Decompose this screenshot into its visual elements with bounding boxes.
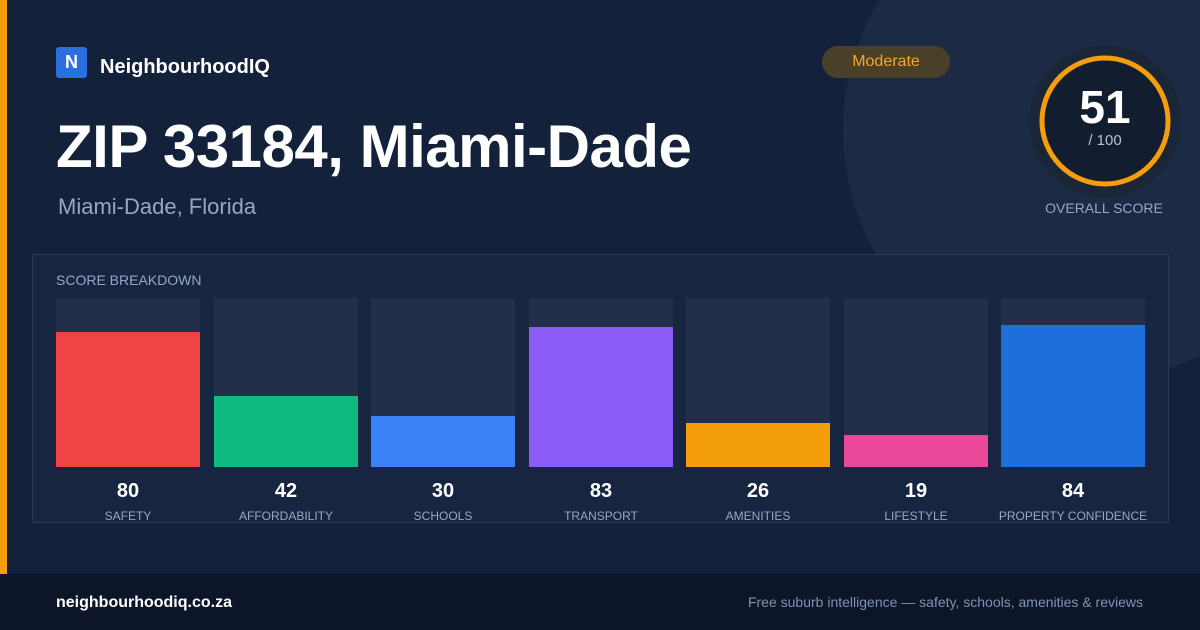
bar-value: 84 (1061, 480, 1085, 502)
footer: neighbourhoodiq.co.za Free suburb intell… (0, 574, 1200, 630)
bar-fill (214, 396, 358, 467)
bar-fill (529, 327, 673, 467)
bar-category-label: TRANSPORT (564, 509, 638, 523)
overall-score-max: / 100 (1088, 132, 1122, 149)
bar-category-label: SAFETY (104, 509, 152, 523)
brand-logo-icon: N (56, 47, 87, 78)
brand[interactable]: N NeighbourhoodIQ (56, 46, 270, 79)
bar-column: 80 SAFETY (56, 298, 200, 523)
bar-category-label: PROPERTY CONFIDENCE (998, 509, 1148, 523)
bar-column: 84 PROPERTY CONFIDENCE (999, 298, 1147, 523)
bar-fill (371, 416, 515, 467)
bar-value: 26 (746, 480, 770, 502)
bar-value: 30 (431, 480, 455, 502)
page-title: ZIP 33184, Miami-Dade (56, 113, 692, 180)
accent-bar (0, 0, 7, 574)
footer-tagline: Free suburb intelligence — safety, schoo… (747, 594, 1143, 610)
overall-score-value: 51 (1079, 81, 1131, 133)
bar-category-label: AFFORDABILITY (238, 509, 333, 523)
share-card: N NeighbourhoodIQ Moderate ZIP 33184, Mi… (0, 0, 1182, 574)
bar-track (371, 298, 515, 467)
overall-score-ring: 51 / 100 (1028, 44, 1182, 198)
bar-fill (686, 423, 830, 467)
bar-track (844, 298, 988, 467)
score-ring-icon (1029, 45, 1181, 197)
bar-value: 80 (116, 480, 140, 502)
bar-fill (844, 435, 988, 467)
footer-url-link[interactable]: neighbourhoodiq.co.za (56, 594, 232, 611)
bar-value: 19 (904, 480, 928, 502)
bar-fill (56, 332, 200, 467)
bar-category-label: AMENITIES (725, 509, 791, 523)
score-breakdown-title: SCORE BREAKDOWN (56, 272, 202, 288)
bar-category-label: LIFESTYLE (884, 509, 948, 523)
overall-score-label: OVERALL SCORE (1045, 200, 1163, 216)
bar-column: 26 AMENITIES (686, 298, 830, 523)
bar-fill (1001, 325, 1145, 467)
bar-value: 42 (274, 480, 298, 502)
bar-track (214, 298, 358, 467)
bar-track (1001, 298, 1145, 467)
bar-value: 83 (589, 480, 613, 502)
bar-column: 42 AFFORDABILITY (214, 298, 358, 523)
rating-badge: Moderate (822, 46, 950, 78)
bar-column: 30 SCHOOLS (371, 298, 515, 523)
page-subtitle: Miami-Dade, Florida (58, 194, 257, 219)
bar-track (56, 298, 200, 467)
bar-track (529, 298, 673, 467)
bar-category-label: SCHOOLS (413, 509, 473, 523)
bar-track (686, 298, 830, 467)
brand-name: NeighbourhoodIQ (100, 56, 270, 78)
bar-column: 83 TRANSPORT (529, 298, 673, 523)
bar-column: 19 LIFESTYLE (844, 298, 988, 523)
